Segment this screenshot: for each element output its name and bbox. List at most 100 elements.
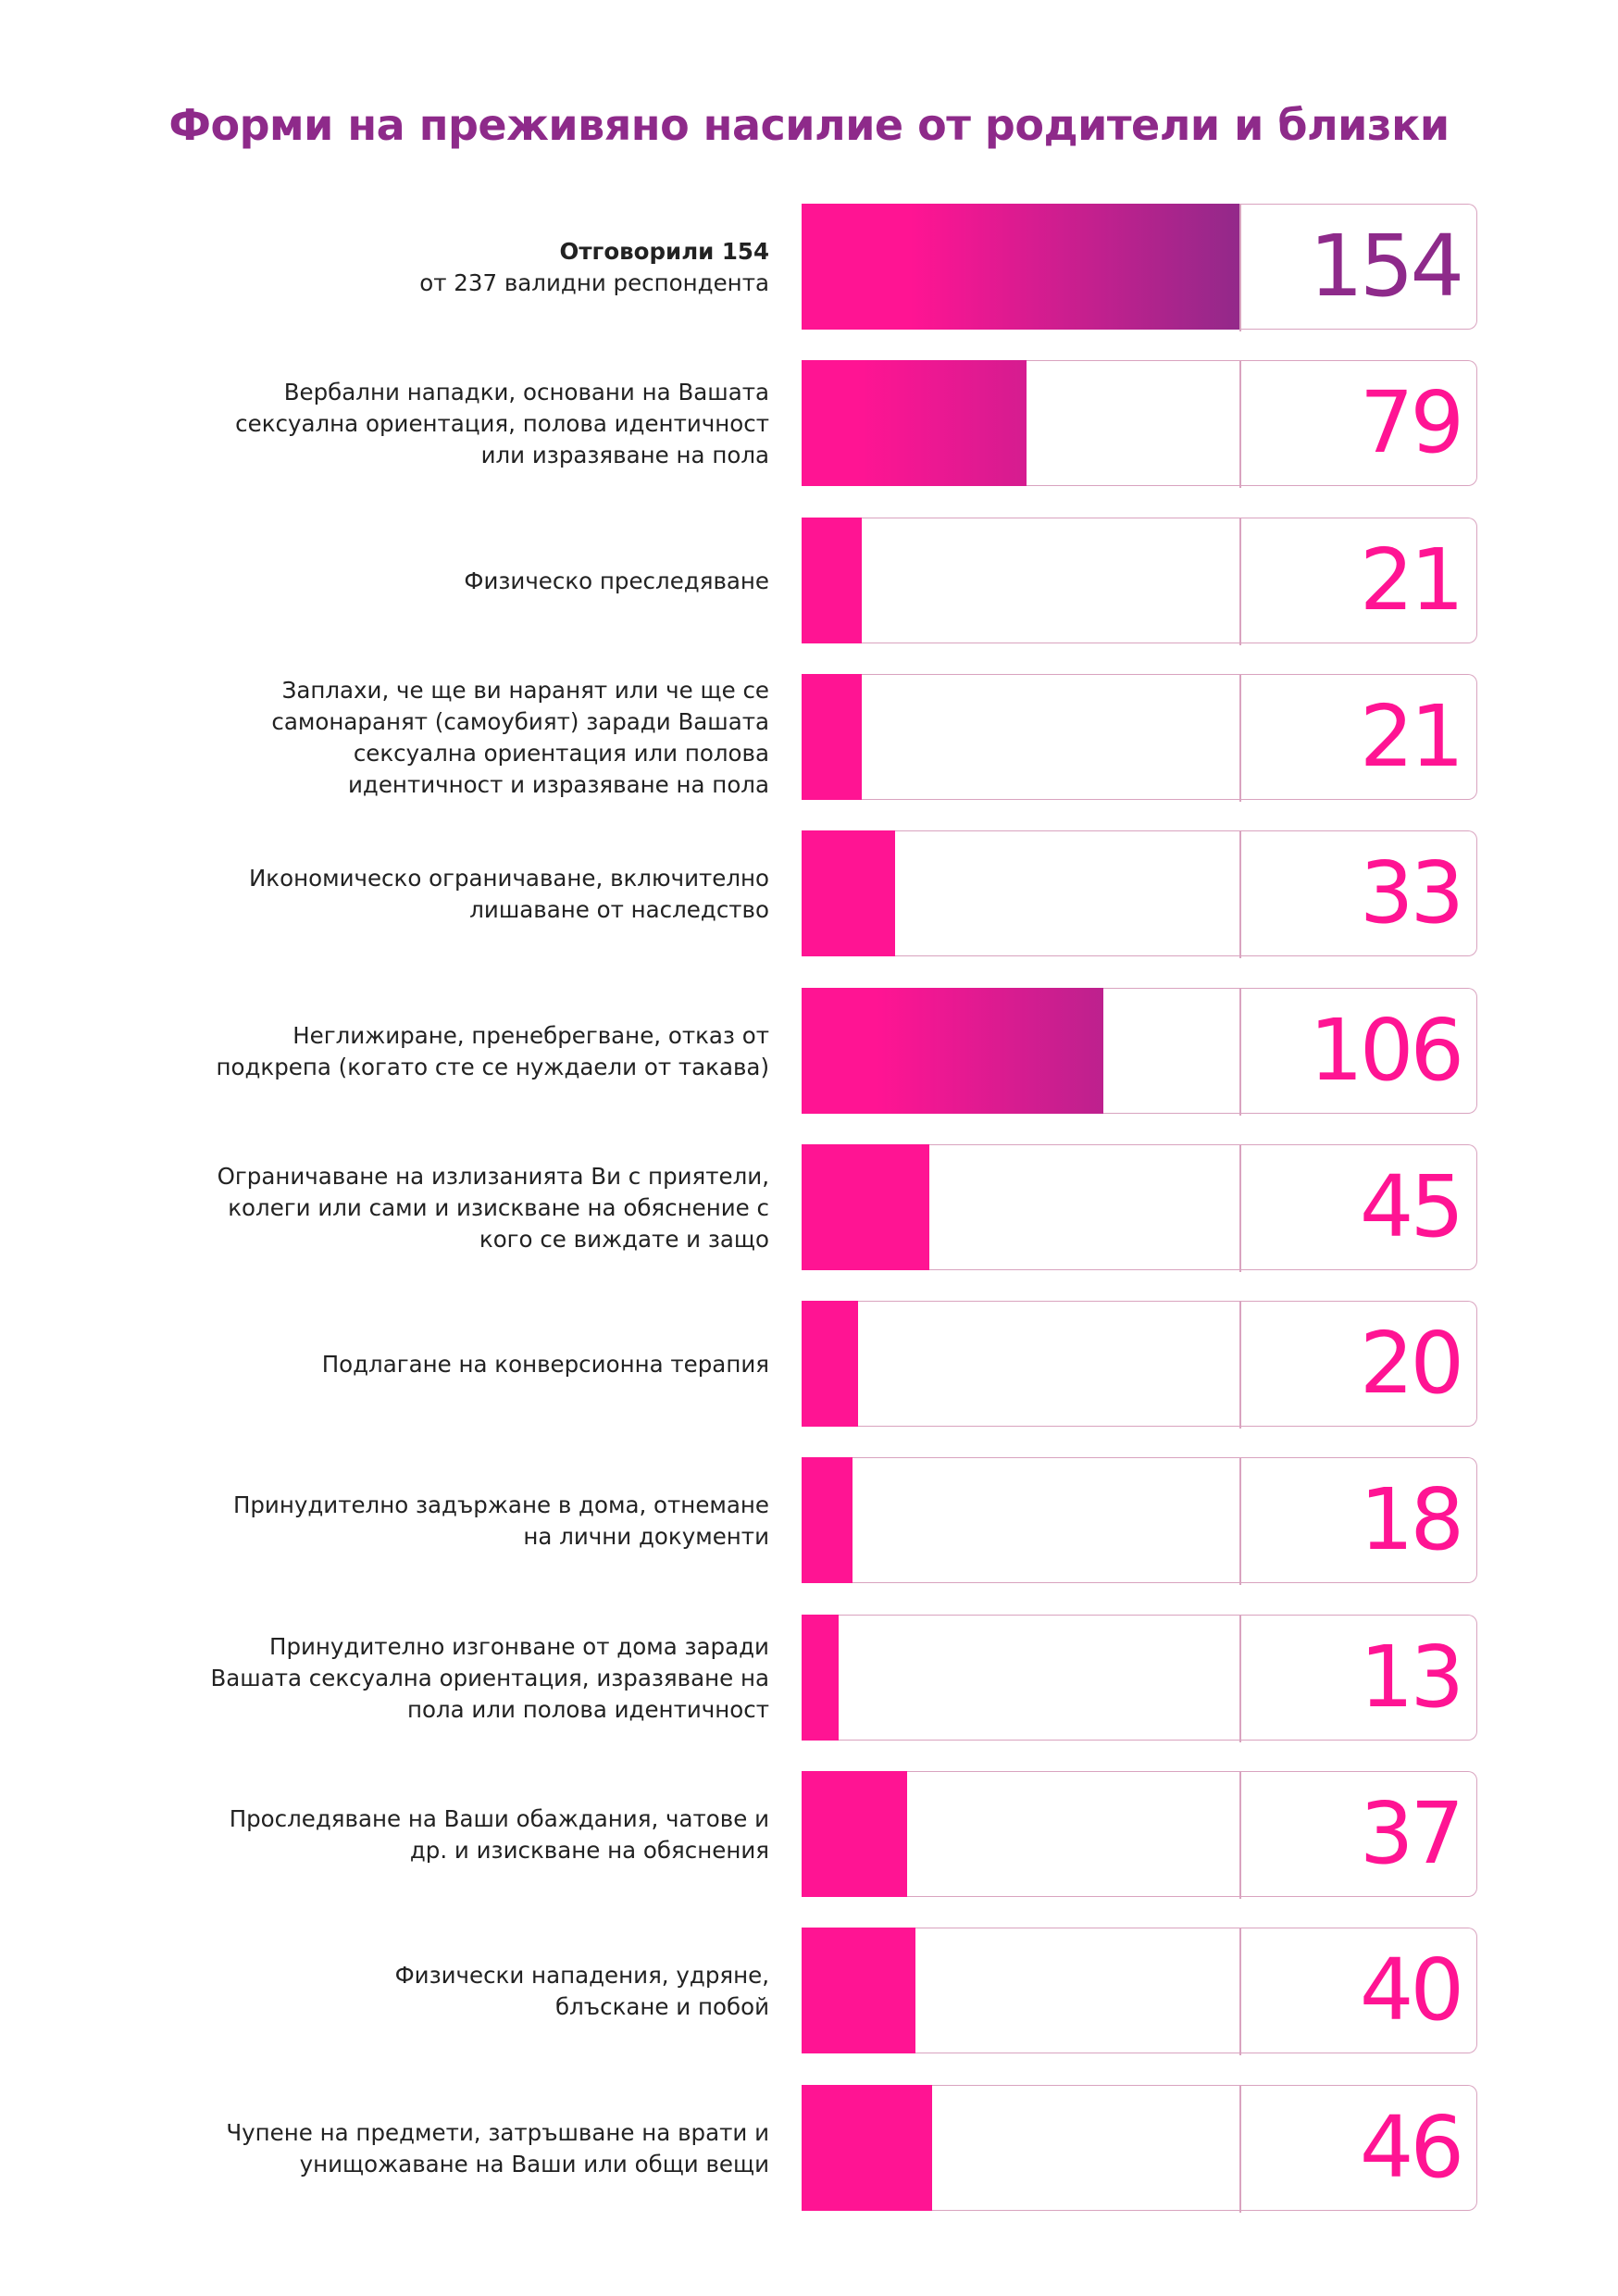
category-label-line: самонаранят (самоубият) заради Вашата: [271, 708, 769, 735]
bar-frame: [802, 1301, 1477, 1427]
bar-divider: [1239, 830, 1241, 958]
bar-divider: [1239, 204, 1241, 331]
category-label-line: лишаване от наследство: [469, 896, 769, 923]
bar-value-label: 46: [1359, 2098, 1464, 2197]
bar-frame: [802, 1615, 1477, 1741]
category-label: Принудително изгонване от дома заради Ваш…: [103, 1615, 769, 1742]
chart-row: Физическо преследяване 21: [0, 518, 1618, 645]
category-label-line: идентичност и изразяване на пола: [348, 771, 769, 798]
bar: [802, 204, 1239, 330]
bar-value-label: 154: [1309, 217, 1464, 316]
category-label-line: пола или полова идентичност: [406, 1696, 769, 1723]
bar: [802, 830, 895, 956]
category-label: Физическо преследяване: [103, 518, 769, 645]
bar: [802, 674, 862, 800]
chart-row: Чупене на предмети, затръшване на врати …: [0, 2085, 1618, 2213]
category-label-line: колеги или сами и изискване на обяснение…: [228, 1194, 769, 1221]
category-label-line: Принудително задържане в дома, отнемане: [232, 1491, 769, 1518]
category-label: Принудително задържане в дома, отнемане н…: [103, 1457, 769, 1585]
category-label-line: Физически нападения, удряне,: [394, 1962, 769, 1989]
category-label-line: от 237 валидни респондента: [419, 269, 769, 296]
bar-value-label: 45: [1359, 1157, 1464, 1256]
category-label-line: Физическо преследяване: [464, 568, 769, 594]
bar-divider: [1239, 1615, 1241, 1742]
bar: [802, 1771, 907, 1897]
category-label: Отговорили 154 от 237 валидни респондента: [103, 204, 769, 331]
chart-row: Отговорили 154 от 237 валидни респондента…: [0, 204, 1618, 331]
bar-frame: [802, 674, 1477, 800]
chart-row: Принудително задържане в дома, отнемане н…: [0, 1457, 1618, 1585]
bar-divider: [1239, 2085, 1241, 2213]
bar-value-label: 21: [1359, 530, 1464, 630]
chart-row: Подлагане на конверсионна терапия 20: [0, 1301, 1618, 1429]
bar: [802, 988, 1103, 1114]
bar: [802, 518, 862, 643]
category-label-line: подкрепа (когато сте се нуждаели от така…: [216, 1054, 769, 1080]
category-label: Физически нападения, удряне, блъскане и п…: [103, 1928, 769, 2055]
bar-divider: [1239, 1928, 1241, 2055]
chart-title: Форми на преживяно насилие от родители и…: [168, 100, 1450, 150]
bar-divider: [1239, 1457, 1241, 1585]
category-label: Подлагане на конверсионна терапия: [103, 1301, 769, 1429]
bar-frame: [802, 1457, 1477, 1583]
category-label-line: Подлагане на конверсионна терапия: [321, 1351, 769, 1378]
bar-value-label: 20: [1359, 1314, 1464, 1413]
category-label-line: на лични документи: [523, 1523, 769, 1550]
chart-row: Икономическо ограничаване, включително ли…: [0, 830, 1618, 958]
chart-row: Вербални нападки, основани на Вашата секс…: [0, 360, 1618, 488]
category-label-line: Принудително изгонване от дома заради: [269, 1633, 769, 1660]
bar-frame: [802, 988, 1477, 1114]
bar: [802, 1928, 915, 2053]
category-label-line: Чупене на предмети, затръшване на врати …: [226, 2119, 769, 2146]
category-label-line: Неглижиране, пренебрегване, отказ от: [292, 1022, 769, 1049]
category-label-line: Проследяване на Ваши обаждания, чатове и: [229, 1805, 769, 1832]
chart-row: Заплахи, че ще ви наранят или че ще се са…: [0, 674, 1618, 802]
bar-frame: [802, 360, 1477, 486]
category-label-line: кого се виждате и защо: [479, 1226, 769, 1253]
bar-frame: [802, 2085, 1477, 2211]
category-label-line: др. и изискване на обяснения: [409, 1837, 769, 1864]
bar-frame: [802, 1928, 1477, 2053]
bar-value-label: 33: [1359, 843, 1464, 942]
category-label-line: унищожаване на Ваши или общи вещи: [299, 2151, 769, 2177]
bar: [802, 2085, 932, 2211]
category-label-line: Отговорили 154: [559, 238, 769, 265]
bar-frame: [802, 1144, 1477, 1270]
category-label: Чупене на предмети, затръшване на врати …: [103, 2085, 769, 2213]
bar-frame: [802, 830, 1477, 956]
chart-row: Неглижиране, пренебрегване, отказ от подк…: [0, 988, 1618, 1116]
bar: [802, 1615, 839, 1741]
bar-divider: [1239, 1771, 1241, 1899]
chart-row: Физически нападения, удряне, блъскане и п…: [0, 1928, 1618, 2055]
bar-frame: [802, 518, 1477, 643]
bar-value-label: 21: [1359, 687, 1464, 786]
bar-divider: [1239, 1144, 1241, 1272]
bar: [802, 1457, 853, 1583]
category-label-line: Вашата сексуална ориентация, изразяване …: [210, 1665, 769, 1691]
category-label-line: Ограничаване на излизанията Ви с приятел…: [217, 1163, 769, 1190]
bar: [802, 360, 1027, 486]
category-label-line: сексуална ориентация, полова идентичност: [235, 410, 769, 437]
category-label-line: или изразяване на пола: [480, 442, 769, 468]
chart-row: Принудително изгонване от дома заради Ваш…: [0, 1615, 1618, 1742]
category-label-line: Вербални нападки, основани на Вашата: [283, 379, 769, 406]
bar-value-label: 37: [1359, 1784, 1464, 1883]
bar-divider: [1239, 674, 1241, 802]
chart-row: Проследяване на Ваши обаждания, чатове и…: [0, 1771, 1618, 1899]
bar: [802, 1301, 858, 1427]
category-label-line: Икономическо ограничаване, включително: [248, 865, 769, 892]
category-label: Икономическо ограничаване, включително ли…: [103, 830, 769, 958]
category-label-line: Заплахи, че ще ви наранят или че ще се: [281, 677, 769, 704]
category-label-line: сексуална ориентация или полова: [353, 740, 769, 767]
chart-row: Ограничаване на излизанията Ви с приятел…: [0, 1144, 1618, 1272]
category-label: Заплахи, че ще ви наранят или че ще се са…: [103, 674, 769, 802]
bar: [802, 1144, 929, 1270]
bar-divider: [1239, 1301, 1241, 1429]
category-label: Проследяване на Ваши обаждания, чатове и…: [103, 1771, 769, 1899]
bar-divider: [1239, 518, 1241, 645]
bar-value-label: 40: [1359, 1940, 1464, 2040]
category-label-line: блъскане и побой: [555, 1993, 769, 2020]
category-label: Ограничаване на излизанията Ви с приятел…: [103, 1144, 769, 1272]
bar-divider: [1239, 988, 1241, 1116]
